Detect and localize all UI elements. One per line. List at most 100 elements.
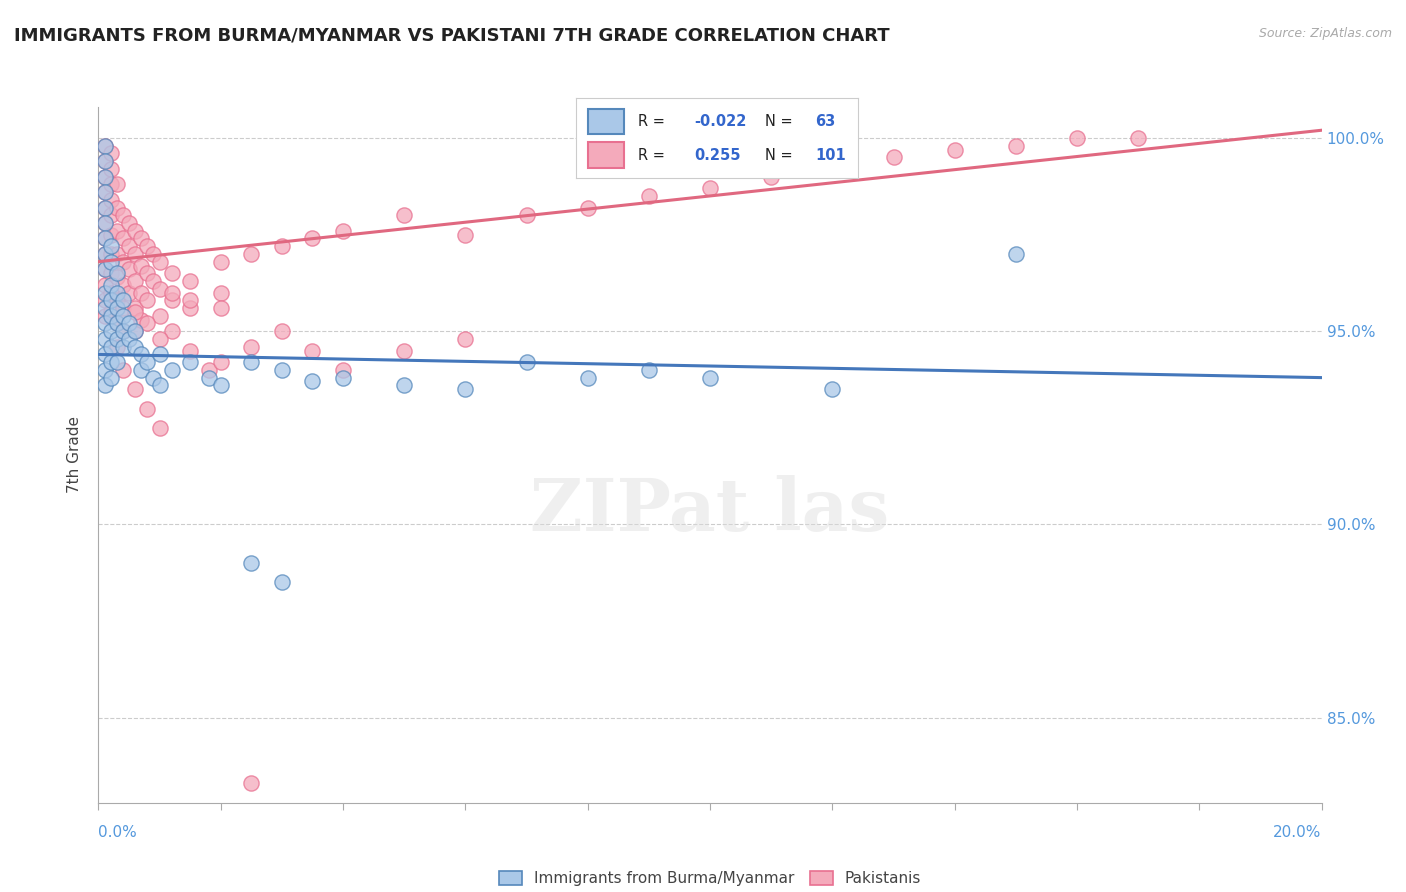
Point xyxy=(197,370,219,384)
Point xyxy=(111,208,134,222)
Point xyxy=(105,355,128,369)
Point xyxy=(240,340,263,354)
Point xyxy=(93,231,115,245)
Point xyxy=(136,266,159,280)
Point xyxy=(821,161,844,176)
Point xyxy=(100,239,122,253)
Point xyxy=(240,776,263,790)
Point xyxy=(93,378,115,392)
Point xyxy=(301,343,323,358)
Point xyxy=(699,181,721,195)
Point xyxy=(124,274,146,288)
Point xyxy=(93,317,115,331)
Point xyxy=(209,378,232,392)
Point xyxy=(105,178,128,192)
Point xyxy=(93,216,115,230)
Point xyxy=(118,262,141,277)
Point xyxy=(136,239,159,253)
Point xyxy=(118,216,141,230)
Point xyxy=(149,282,172,296)
Point xyxy=(100,324,122,338)
Point xyxy=(105,293,128,308)
Point xyxy=(149,332,172,346)
Point xyxy=(129,259,152,273)
Text: Source: ZipAtlas.com: Source: ZipAtlas.com xyxy=(1258,27,1392,40)
Bar xyxy=(588,109,624,134)
Point xyxy=(179,343,201,358)
Point xyxy=(124,305,146,319)
Text: ZIPat las: ZIPat las xyxy=(530,475,890,546)
Point xyxy=(93,138,115,153)
Point xyxy=(93,185,115,199)
Point xyxy=(93,262,115,277)
Point xyxy=(392,343,416,358)
Bar xyxy=(588,142,624,168)
Text: R =: R = xyxy=(638,147,665,162)
Point xyxy=(332,224,354,238)
Text: IMMIGRANTS FROM BURMA/MYANMAR VS PAKISTANI 7TH GRADE CORRELATION CHART: IMMIGRANTS FROM BURMA/MYANMAR VS PAKISTA… xyxy=(14,27,890,45)
Text: N =: N = xyxy=(765,114,793,129)
Text: R =: R = xyxy=(638,114,665,129)
Point xyxy=(454,382,477,396)
Point xyxy=(142,274,165,288)
Point xyxy=(142,247,165,261)
Point xyxy=(93,332,115,346)
Point xyxy=(93,231,115,245)
Point xyxy=(124,301,146,315)
Point xyxy=(124,324,146,338)
Point xyxy=(332,363,354,377)
Point xyxy=(124,247,146,261)
Point xyxy=(759,169,782,184)
Point xyxy=(209,301,232,315)
Point xyxy=(100,247,122,261)
Point xyxy=(105,266,128,280)
Point xyxy=(105,332,128,346)
Point xyxy=(129,285,152,300)
Point xyxy=(160,266,183,280)
Point xyxy=(100,193,122,207)
Point xyxy=(637,363,661,377)
Point xyxy=(516,355,538,369)
Point xyxy=(883,150,905,164)
Point xyxy=(160,324,183,338)
Point xyxy=(301,375,323,389)
Point xyxy=(100,355,122,369)
Point xyxy=(149,421,172,435)
Point xyxy=(93,216,115,230)
Point xyxy=(111,254,134,268)
Point xyxy=(392,208,416,222)
Point xyxy=(93,293,115,308)
Point xyxy=(100,309,122,323)
Point xyxy=(118,332,141,346)
Point xyxy=(270,575,292,590)
Point xyxy=(209,285,232,300)
Point xyxy=(118,239,141,253)
Point xyxy=(93,309,115,323)
Point xyxy=(93,262,115,277)
Point xyxy=(100,146,122,161)
Point xyxy=(149,347,172,361)
Point xyxy=(93,363,115,377)
Point xyxy=(93,201,115,215)
Point xyxy=(129,347,152,361)
Point xyxy=(943,143,966,157)
Point xyxy=(105,247,128,261)
Point xyxy=(240,247,263,261)
Text: 0.255: 0.255 xyxy=(695,147,741,162)
Point xyxy=(301,231,323,245)
Text: 101: 101 xyxy=(815,147,846,162)
Point xyxy=(821,382,844,396)
Point xyxy=(136,355,159,369)
Legend: Immigrants from Burma/Myanmar, Pakistanis: Immigrants from Burma/Myanmar, Pakistani… xyxy=(492,865,928,892)
Point xyxy=(105,317,128,331)
Point xyxy=(100,277,122,292)
Point xyxy=(111,293,134,308)
Point xyxy=(197,363,219,377)
Point xyxy=(136,401,159,416)
Point xyxy=(93,247,115,261)
Point xyxy=(454,332,477,346)
Point xyxy=(105,317,128,331)
Point xyxy=(160,285,183,300)
Point xyxy=(1128,131,1150,145)
Point xyxy=(160,293,183,308)
